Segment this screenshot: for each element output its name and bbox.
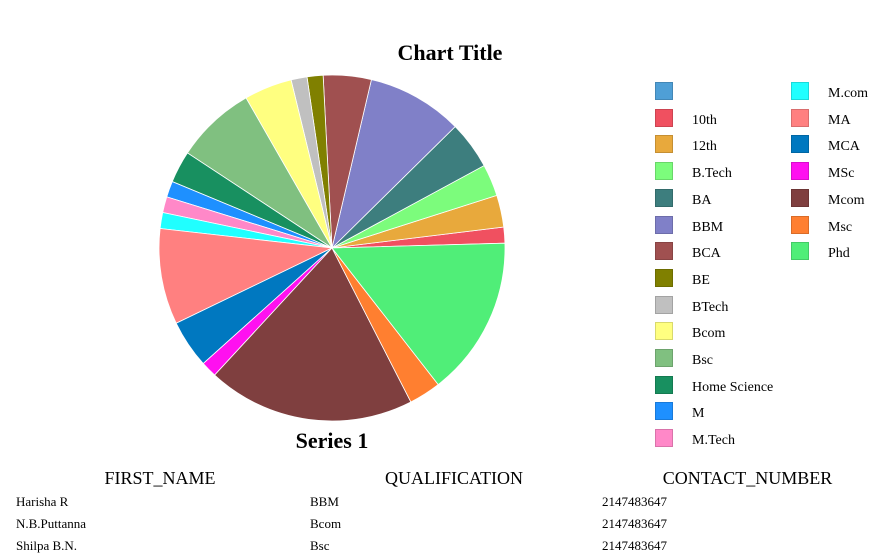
- legend-label: MA: [828, 112, 851, 128]
- header-contact-number: CONTACT_NUMBER: [662, 468, 833, 488]
- legend-label: Phd: [828, 246, 850, 262]
- legend-label: BCA: [692, 246, 721, 262]
- legend-swatch: [655, 429, 673, 448]
- legend-label: B.Tech: [692, 166, 732, 182]
- legend-swatch: [655, 82, 673, 100]
- legend-swatch: [655, 162, 673, 181]
- legend-swatch: [655, 295, 673, 314]
- chart-title: Chart Title: [397, 40, 503, 65]
- legend-swatch: [655, 349, 673, 367]
- header-first-name: FIRST_NAME: [104, 468, 216, 488]
- legend-label: MSc: [828, 166, 855, 182]
- cell-first-name: Harisha R: [16, 494, 69, 509]
- legend-label: BE: [692, 272, 710, 288]
- legend-label: 10th: [692, 112, 717, 128]
- pie-slice-ma: [158, 228, 334, 324]
- data-table: FIRST_NAME QUALIFICATION CONTACT_NUMBER …: [0, 466, 895, 556]
- legend-label: BA: [692, 192, 712, 208]
- legend-label: M: [692, 406, 705, 422]
- legend-swatch: [791, 108, 809, 127]
- legend-label: Mcom: [828, 192, 865, 208]
- chart-legend: 10th 12th B.Tech BA BBM BCA BE BTech Bcom Bsc Home…: [655, 82, 890, 457]
- cell-contact-number: 2147483647: [602, 494, 667, 509]
- legend-swatch: [655, 322, 673, 341]
- legend-swatch: [791, 82, 809, 100]
- legend-swatch: [791, 215, 809, 234]
- legend-label: 12th: [692, 139, 717, 155]
- cell-contact-number: 2147483647: [602, 538, 667, 553]
- table-row: Shilpa B.N. Bsc 2147483647: [0, 534, 895, 556]
- cell-qualification: Bcom: [310, 516, 342, 531]
- legend-swatch: [791, 135, 809, 154]
- legend-label: BBM: [692, 219, 724, 235]
- legend-label: M.Tech: [692, 433, 735, 449]
- legend-label: Home Science: [692, 379, 774, 395]
- header-qualification: QUALIFICATION: [385, 468, 523, 488]
- legend-swatch: [655, 268, 673, 287]
- legend-label: Bsc: [692, 353, 713, 368]
- legend-swatch: [655, 188, 673, 207]
- table-header-row: FIRST_NAME QUALIFICATION CONTACT_NUMBER: [0, 466, 895, 490]
- legend-swatch: [791, 162, 809, 181]
- legend-swatch: [655, 375, 673, 394]
- table-row: N.B.Puttanna Bcom 2147483647: [0, 512, 895, 534]
- pie-slice-phd: [331, 242, 506, 386]
- cell-first-name: Shilpa B.N.: [16, 538, 78, 553]
- legend-label: BTech: [692, 299, 729, 315]
- legend-swatch: [655, 135, 673, 154]
- legend-swatch: [791, 188, 809, 207]
- legend-label: Msc: [828, 219, 853, 235]
- legend-label: MCA: [828, 139, 860, 155]
- legend-swatch: [655, 108, 673, 127]
- legend-swatch: [791, 242, 809, 261]
- pie-slice-bbm: [331, 79, 456, 250]
- pie-chart: [158, 74, 506, 422]
- cell-contact-number: 2147483647: [602, 516, 667, 531]
- legend-label: M.com: [828, 86, 869, 101]
- cell-qualification: BBM: [310, 494, 339, 509]
- table-row: Harisha R BBM 2147483647: [0, 490, 895, 512]
- cell-qualification: Bsc: [310, 538, 330, 553]
- legend-label: Bcom: [692, 326, 726, 342]
- legend-swatch: [655, 402, 673, 421]
- pie-slice-mcom: [214, 247, 412, 422]
- series-label: Series 1: [295, 428, 369, 453]
- cell-first-name: N.B.Puttanna: [16, 516, 87, 531]
- legend-swatch: [655, 242, 673, 261]
- legend-swatch: [655, 215, 673, 234]
